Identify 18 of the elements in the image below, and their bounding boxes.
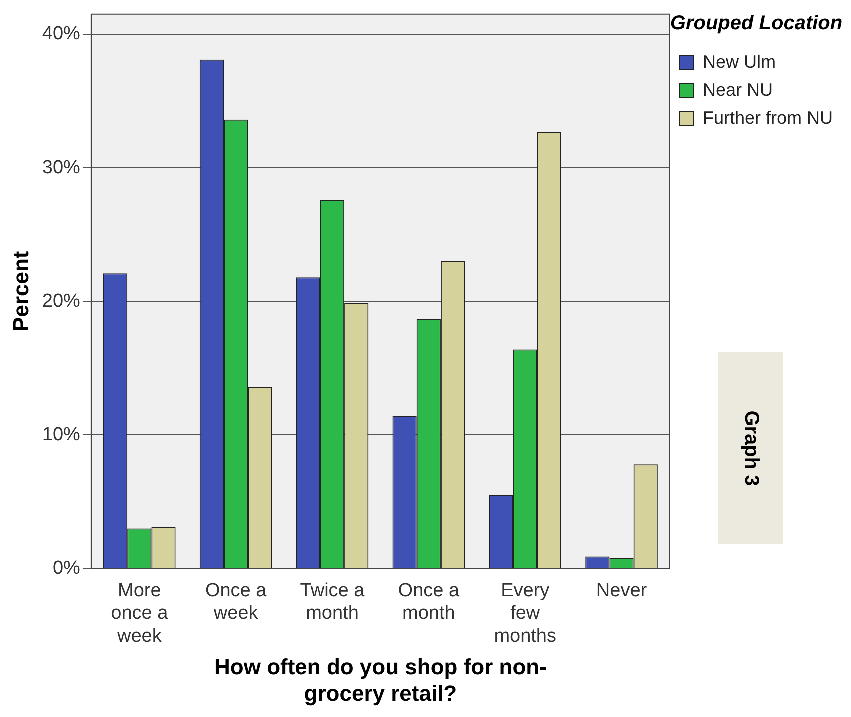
y-axis-title: Percent: [8, 250, 34, 332]
x-tick-label: Once a month: [398, 580, 460, 624]
legend-label: Further from NU: [702, 108, 834, 128]
legend-title: Grouped Location: [670, 12, 843, 35]
legend-label: New Ulm: [702, 52, 776, 72]
x-tick-label: Never: [596, 580, 648, 602]
x-tick-label: Once a week: [205, 580, 268, 624]
x-tick-label: Every few months: [494, 580, 556, 648]
x-tick-label: Twice a month: [300, 580, 366, 624]
x-axis-title: How often do you shop for non-grocery retail?: [214, 654, 547, 706]
x-tick-label: More once a week: [111, 580, 169, 648]
y-tick-label: 0%: [52, 558, 81, 580]
y-tick-label: 30%: [42, 157, 81, 178]
y-tick-label: 20%: [42, 290, 81, 312]
y-tick-label: 10%: [42, 424, 81, 446]
y-tick-label: 40%: [42, 24, 81, 45]
caption: Graph 3: [739, 410, 762, 486]
legend-label: Near NU: [702, 80, 773, 100]
